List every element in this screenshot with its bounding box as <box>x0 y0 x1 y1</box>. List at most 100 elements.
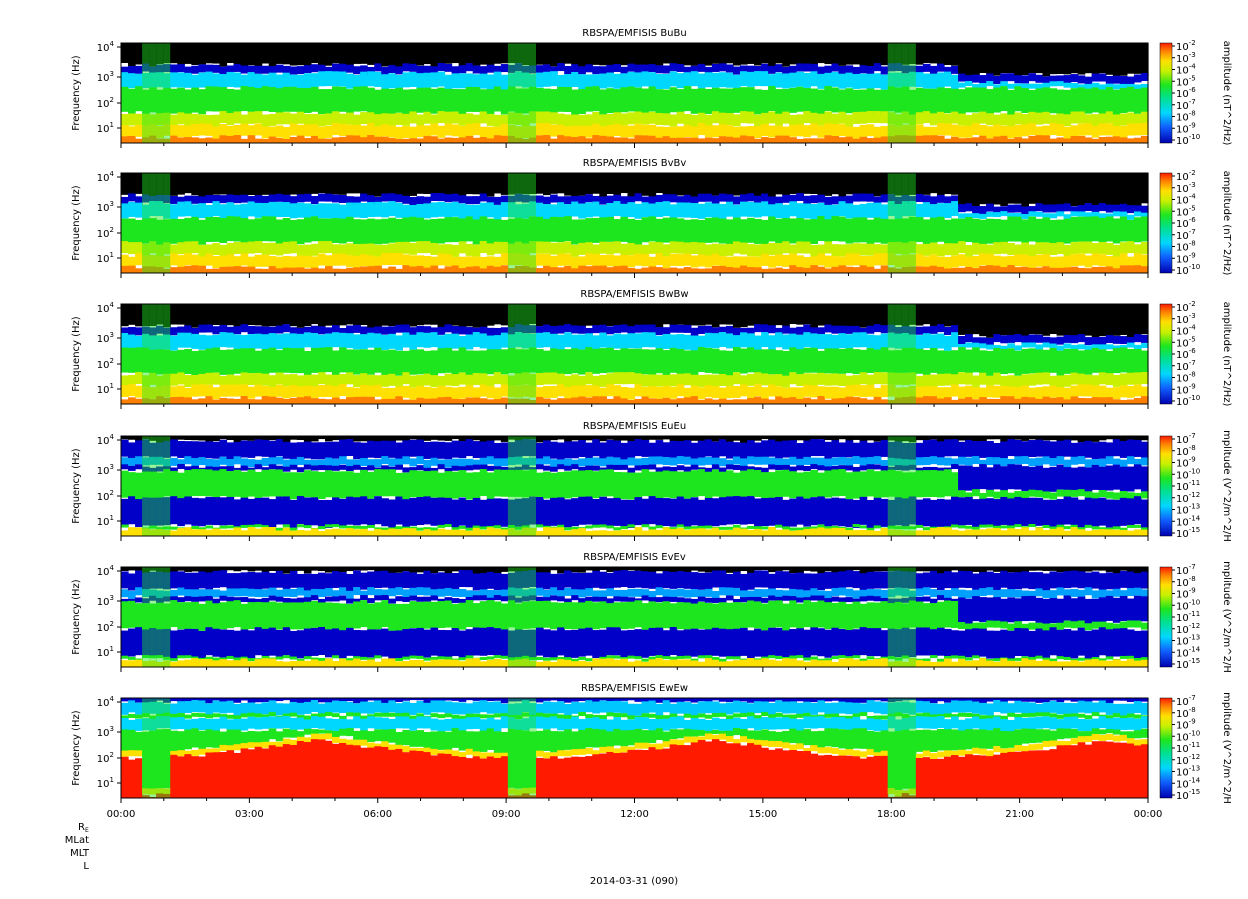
colorbar-label: mplitude (V^2/m^2/H <box>1221 561 1232 673</box>
y-tick-label: 104 <box>97 170 115 184</box>
colorbar-tick-label: 10-11 <box>1176 610 1200 624</box>
y-tick-label: 101 <box>97 514 114 528</box>
colorbar-tick-label: 10-10 <box>1176 467 1200 481</box>
colorbar-tick-label: 10-12 <box>1176 491 1200 505</box>
y-tick-label: 102 <box>97 226 114 240</box>
colorbar-tick-label: 10-10 <box>1176 729 1200 743</box>
heatmap-image <box>121 304 1149 404</box>
colorbar-tick-label: 10-8 <box>1176 444 1196 458</box>
colorbar-gradient <box>1159 42 1173 144</box>
colorbar-label: mplitude (V^2/m^2/H <box>1221 692 1232 804</box>
y-tick-label: 102 <box>97 357 114 371</box>
colorbar-tick-label: 10-9 <box>1176 456 1196 470</box>
colorbar-tick-label: 10-4 <box>1176 63 1196 77</box>
y-tick-label: 102 <box>97 751 114 765</box>
y-tick-label: 104 <box>97 564 115 578</box>
colorbar-tick-label: 10-3 <box>1176 181 1196 195</box>
panel-title: RBSPA/EMFISIS BuBu <box>582 28 686 39</box>
x-tick-label: 00:00 <box>1134 809 1163 820</box>
y-tick-label: 103 <box>97 463 114 477</box>
y-tick-label: 102 <box>97 489 114 503</box>
colorbar-tick-label: 10-6 <box>1176 347 1196 361</box>
y-tick-label: 104 <box>97 301 115 315</box>
colorbar-tick-label: 10-12 <box>1176 622 1200 636</box>
heatmap-image <box>121 698 1149 798</box>
colorbar-tick-label: 10-9 <box>1176 718 1196 732</box>
x-tick-label: 00:00 <box>107 809 136 820</box>
heatmap-image <box>121 567 1149 667</box>
colorbar-tick-label: 10-13 <box>1176 634 1200 648</box>
colorbar: 10-210-310-410-510-610-710-810-910-10 amp… <box>1159 39 1232 147</box>
colorbar-tick-label: 10-9 <box>1176 121 1196 135</box>
ephemeris-label-mlat: MLat <box>65 835 89 846</box>
colorbar-tick-label: 10-6 <box>1176 216 1196 230</box>
colorbar-label: amplitude (nT^2/Hz) <box>1221 171 1232 276</box>
colorbar-tick-label: 10-15 <box>1176 657 1200 671</box>
x-tick-label: 15:00 <box>748 809 777 820</box>
heatmap-image <box>121 173 1149 273</box>
y-tick-label: 103 <box>97 331 114 345</box>
y-tick-label: 101 <box>97 121 114 135</box>
colorbar-tick-label: 10-6 <box>1176 86 1196 100</box>
colorbar-tick-label: 10-8 <box>1176 240 1196 254</box>
y-tick-label: 104 <box>97 40 115 54</box>
spectrogram-panel-2: RBSPA/EMFISIS BvBv 101 102 103 104 Frequency … <box>71 158 1232 278</box>
y-tick-label: 102 <box>97 96 114 110</box>
colorbar: 10-710-810-910-1010-1110-1210-1310-1410-… <box>1159 692 1232 804</box>
spectrogram-panel-4: RBSPA/EMFISIS EuEu 101 102 103 104 Frequency … <box>71 421 1232 542</box>
y-tick-label: 101 <box>97 251 114 265</box>
colorbar-tick-label: 10-5 <box>1176 74 1196 88</box>
colorbar-tick-label: 10-11 <box>1176 741 1200 755</box>
colorbar-tick-label: 10-7 <box>1176 98 1196 112</box>
y-tick-label: 101 <box>97 382 114 396</box>
colorbar-gradient <box>1159 697 1173 799</box>
y-axis-label: Frequency (Hz) <box>71 185 82 261</box>
colorbar-tick-label: 10-4 <box>1176 324 1196 338</box>
colorbar-tick-label: 10-15 <box>1176 788 1200 802</box>
colorbar-gradient <box>1159 172 1173 274</box>
colorbar: 10-710-810-910-1010-1110-1210-1310-1410-… <box>1159 430 1232 542</box>
colorbar-tick-label: 10-7 <box>1176 228 1196 242</box>
colorbar-tick-label: 10-3 <box>1176 51 1196 65</box>
y-axis-label: Frequency (Hz) <box>71 316 82 392</box>
colorbar-tick-label: 10-8 <box>1176 110 1196 124</box>
colorbar-tick-label: 10-5 <box>1176 204 1196 218</box>
colorbar-gradient <box>1159 435 1173 537</box>
colorbar-tick-label: 10-7 <box>1176 359 1196 373</box>
y-tick-label: 102 <box>97 620 114 634</box>
spectrogram-panel-5: RBSPA/EMFISIS EvEv 101 102 103 104 Frequency … <box>71 552 1232 673</box>
colorbar-tick-label: 10-10 <box>1176 394 1200 408</box>
y-tick-label: 103 <box>97 725 114 739</box>
colorbar-tick-label: 10-14 <box>1176 514 1201 528</box>
heatmap-image <box>121 43 1149 143</box>
spectrogram-panel-1: RBSPA/EMFISIS BuBu 101 102 103 104 Frequency … <box>71 28 1232 148</box>
y-tick-label: 101 <box>97 645 114 659</box>
colorbar-tick-label: 10-5 <box>1176 335 1196 349</box>
x-tick-label: 09:00 <box>492 809 521 820</box>
colorbar-label: mplitude (V^2/m^2/H <box>1221 430 1232 542</box>
colorbar-tick-label: 10-2 <box>1176 39 1196 53</box>
panel-title: RBSPA/EMFISIS EvEv <box>583 552 686 563</box>
x-tick-label: 21:00 <box>1005 809 1034 820</box>
colorbar-tick-label: 10-14 <box>1176 776 1201 790</box>
colorbar-tick-label: 10-9 <box>1176 382 1196 396</box>
colorbar-tick-label: 10-9 <box>1176 251 1196 265</box>
colorbar: 10-210-310-410-510-610-710-810-910-10 amp… <box>1159 300 1232 408</box>
y-axis-label: Frequency (Hz) <box>71 579 82 655</box>
colorbar-tick-label: 10-2 <box>1176 300 1196 314</box>
y-tick-label: 103 <box>97 200 114 214</box>
colorbar-tick-label: 10-12 <box>1176 753 1200 767</box>
colorbar-tick-label: 10-8 <box>1176 371 1196 385</box>
colorbar-tick-label: 10-14 <box>1176 645 1201 659</box>
colorbar-tick-label: 10-9 <box>1176 587 1196 601</box>
colorbar-label: amplitude (nT^2/Hz) <box>1221 302 1232 407</box>
y-axis-label: Frequency (Hz) <box>71 448 82 524</box>
colorbar-tick-label: 10-10 <box>1176 133 1200 147</box>
colorbar: 10-710-810-910-1010-1110-1210-1310-1410-… <box>1159 561 1232 673</box>
colorbar-tick-label: 10-10 <box>1176 598 1200 612</box>
date-label: 2014-03-31 (090) <box>590 876 678 887</box>
y-tick-label: 104 <box>97 433 115 447</box>
y-axis-label: Frequency (Hz) <box>71 55 82 131</box>
colorbar-tick-label: 10-13 <box>1176 503 1200 517</box>
